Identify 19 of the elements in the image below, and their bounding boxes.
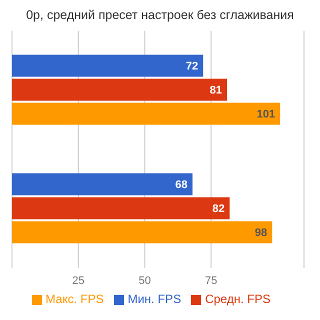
legend-label: Мин. FPS [128,292,182,306]
bar [12,221,272,244]
x-tick-label: 25 [72,274,84,287]
bar [12,54,204,77]
data-label: 68 [175,179,188,192]
data-label: 101 [256,108,276,121]
chart-title: 0р, средний пресет настроек без сглаживания [25,8,295,22]
bar [12,78,228,101]
legend-label: Макс. FPS [46,292,104,306]
x-tick-label: 75 [204,274,218,287]
data-label: 72 [186,60,198,73]
data-label: 81 [210,84,222,97]
data-label: 98 [254,227,268,240]
x-tick-label: 50 [138,274,151,287]
bar [12,102,280,125]
bar [12,173,193,196]
bar [12,197,230,220]
data-label: 82 [212,203,225,216]
legend-label: Средн. FPS [205,292,270,306]
